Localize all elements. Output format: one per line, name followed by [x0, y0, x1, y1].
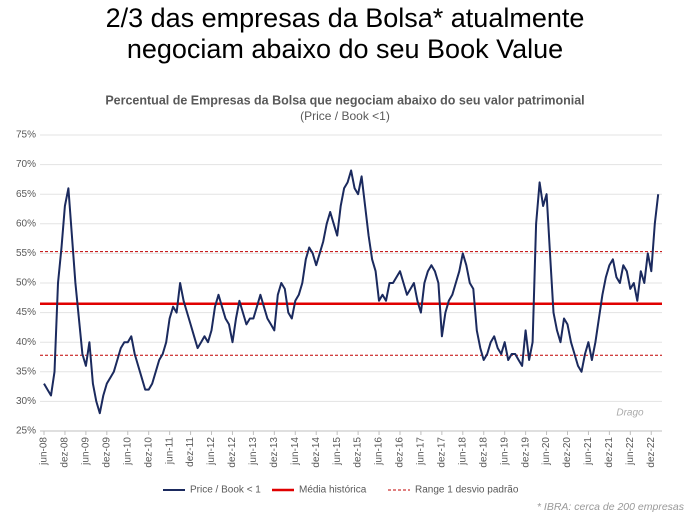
x-tick-label: jun-12 — [206, 437, 217, 466]
x-tick-label: dez-21 — [604, 437, 615, 468]
y-tick-label: 30% — [16, 396, 36, 407]
x-tick-label: jun-18 — [457, 437, 468, 466]
x-tick-label: dez-13 — [269, 437, 280, 468]
x-tick-label: dez-11 — [185, 437, 196, 467]
y-tick-label: 25% — [16, 426, 36, 437]
x-tick-label: dez-22 — [646, 437, 657, 468]
y-tick-label: 60% — [16, 218, 36, 229]
x-tick-label: jun-13 — [248, 437, 259, 466]
x-tick-label: jun-10 — [122, 437, 133, 466]
y-tick-label: 45% — [16, 307, 36, 318]
watermark: Drago — [616, 408, 644, 419]
legend-label: Price / Book < 1 — [190, 485, 261, 496]
x-tick-label: dez-16 — [395, 437, 406, 468]
y-tick-label: 40% — [16, 337, 36, 348]
x-tick-label: dez-20 — [562, 437, 573, 468]
x-tick-label: dez-10 — [143, 437, 154, 468]
x-tick-label: jun-17 — [416, 437, 427, 466]
x-tick-label: dez-19 — [520, 437, 531, 468]
x-tick-label: dez-17 — [437, 437, 448, 468]
x-tick-label: jun-09 — [81, 437, 92, 466]
y-tick-label: 35% — [16, 366, 36, 377]
x-tick-label: jun-21 — [583, 437, 594, 466]
chart-subtitle: (Price / Book <1) — [300, 109, 390, 123]
y-tick-label: 75% — [16, 130, 36, 141]
x-tick-label: jun-20 — [541, 437, 552, 466]
x-tick-label: dez-08 — [60, 437, 71, 468]
legend-label: Média histórica — [299, 485, 367, 496]
x-tick-label: dez-15 — [353, 437, 364, 468]
x-tick-label: jun-14 — [290, 437, 301, 466]
x-tick-label: jun-16 — [374, 437, 385, 466]
x-tick-label: dez-18 — [478, 437, 489, 468]
heading-line: 2/3 das empresas da Bolsa* atualmente — [106, 3, 585, 33]
chart-title: Percentual de Empresas da Bolsa que nego… — [105, 93, 584, 107]
legend-label: Range 1 desvio padrão — [415, 485, 519, 496]
y-tick-label: 65% — [16, 189, 36, 200]
data-line — [43, 169, 660, 415]
heading-line: negociam abaixo do seu Book Value — [127, 34, 563, 64]
x-tick-label: jun-22 — [625, 437, 636, 466]
footnote: * IBRA: cerca de 200 empresas — [537, 501, 685, 513]
x-tick-label: jun-11 — [164, 437, 175, 465]
y-tick-label: 50% — [16, 278, 36, 289]
y-tick-label: 70% — [16, 159, 36, 170]
x-tick-label: jun-08 — [39, 437, 50, 466]
y-tick-label: 55% — [16, 248, 36, 259]
x-tick-label: jun-15 — [332, 437, 343, 466]
x-tick-label: dez-12 — [227, 437, 238, 468]
x-tick-label: jun-19 — [499, 437, 510, 466]
x-tick-label: dez-14 — [311, 437, 322, 468]
x-tick-label: dez-09 — [101, 437, 112, 468]
